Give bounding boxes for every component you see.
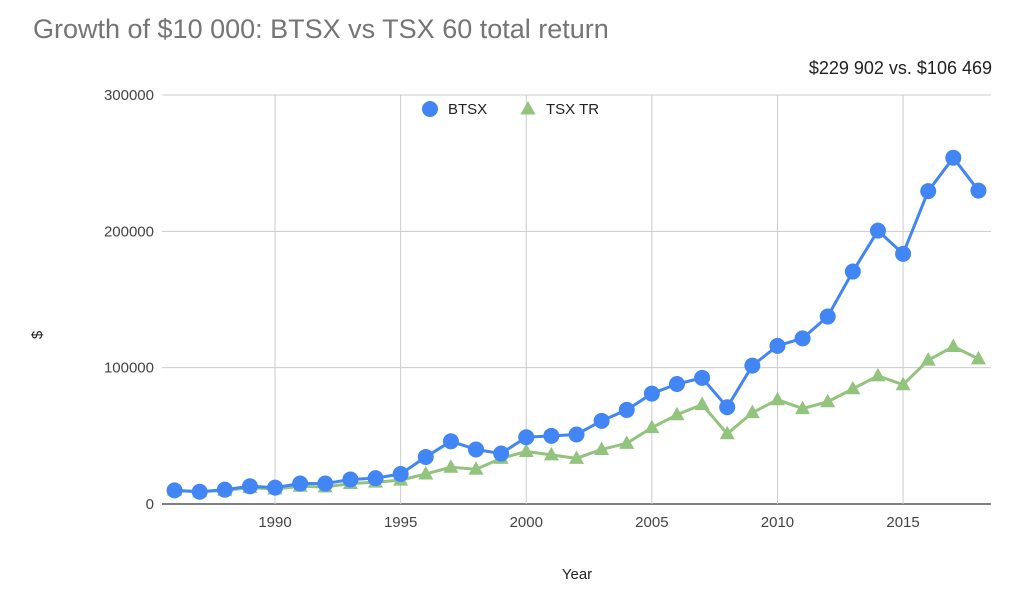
x-tick-label: 1990	[258, 514, 291, 531]
data-point	[744, 404, 760, 419]
data-point	[166, 482, 183, 499]
data-point	[845, 380, 861, 395]
data-point	[418, 466, 434, 480]
y-tick-label: 200000	[104, 223, 154, 240]
data-point	[820, 393, 836, 408]
data-point	[844, 263, 861, 280]
data-point	[619, 435, 635, 449]
y-tick-label: 300000	[104, 87, 154, 104]
data-point	[593, 412, 610, 429]
x-axis-title: Year	[562, 566, 592, 583]
data-point	[518, 443, 534, 458]
data-point	[970, 350, 986, 365]
x-tick-label: 2005	[635, 514, 668, 531]
data-point	[819, 308, 836, 325]
legend-marker	[520, 101, 536, 115]
x-tick-label: 1995	[384, 514, 417, 531]
data-point	[795, 400, 811, 415]
data-point	[367, 470, 384, 487]
data-point	[668, 376, 685, 393]
data-point	[443, 459, 459, 473]
legend-marker	[422, 101, 438, 117]
data-point	[694, 396, 710, 410]
data-point	[618, 401, 635, 418]
data-point	[719, 399, 736, 416]
legend: BTSX TSX TR	[422, 101, 599, 118]
data-point	[417, 448, 434, 465]
data-point	[568, 426, 585, 443]
data-point	[594, 441, 610, 455]
data-point	[895, 376, 911, 391]
legend-label: BTSX	[448, 101, 487, 118]
data-point	[442, 433, 459, 450]
x-tick-label: 2015	[886, 514, 919, 531]
data-point	[869, 222, 886, 239]
data-point	[392, 466, 409, 483]
data-point	[543, 446, 559, 461]
series-line	[174, 345, 980, 494]
data-point	[970, 182, 987, 199]
data-point	[468, 441, 485, 458]
chart-subtitle: $229 902 vs. $106 469	[808, 58, 992, 78]
data-point	[216, 481, 233, 498]
data-point	[870, 367, 886, 382]
data-point	[769, 391, 785, 406]
data-point	[694, 369, 711, 386]
legend-label: TSX TR	[546, 101, 599, 118]
data-point	[769, 337, 786, 354]
y-axis-ticks: 0 100000 200000 300000	[104, 87, 154, 513]
data-point	[794, 330, 811, 347]
data-point	[267, 479, 284, 496]
data-point	[669, 406, 685, 421]
y-tick-label: 0	[146, 496, 154, 513]
series-tsx-tr	[167, 338, 986, 498]
x-tick-label: 2010	[761, 514, 794, 531]
data-point	[468, 461, 484, 475]
x-tick-label: 2000	[510, 514, 543, 531]
data-point	[744, 357, 761, 374]
data-point	[292, 475, 309, 492]
y-tick-label: 100000	[104, 360, 154, 377]
y-axis-title: $	[29, 330, 46, 339]
data-point	[643, 385, 660, 402]
data-point	[945, 149, 962, 166]
series-layer	[166, 149, 987, 500]
grid-lines	[162, 94, 991, 505]
data-point	[569, 450, 584, 464]
data-point	[342, 471, 359, 488]
data-point	[241, 478, 258, 495]
data-point	[518, 429, 535, 446]
data-point	[644, 419, 660, 434]
data-point	[920, 352, 936, 366]
data-point	[920, 183, 937, 200]
data-point	[543, 427, 560, 444]
data-point	[317, 475, 334, 492]
x-axis-ticks: 1990 1995 2000 2005 2010 2015	[258, 514, 919, 531]
data-point	[895, 245, 912, 262]
series-btsx	[166, 149, 987, 500]
data-point	[191, 483, 208, 500]
data-point	[493, 445, 510, 462]
data-point	[945, 338, 961, 353]
data-point	[719, 425, 735, 440]
chart-title: Growth of $10 000: BTSX vs TSX 60 total …	[33, 14, 609, 44]
